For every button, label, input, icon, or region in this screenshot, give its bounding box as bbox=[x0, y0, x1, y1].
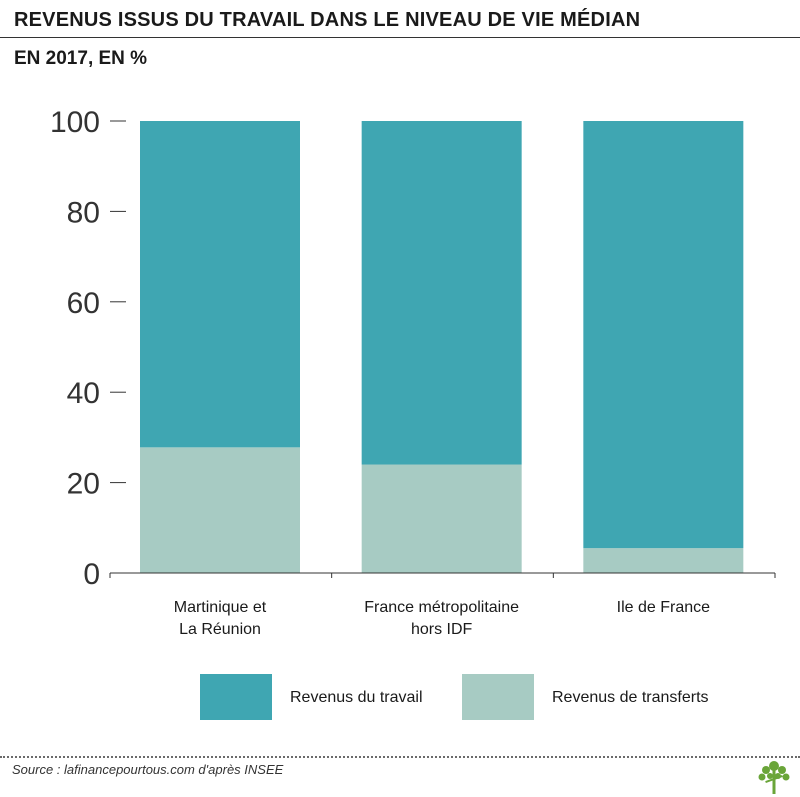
legend-swatch bbox=[462, 674, 534, 720]
bars bbox=[140, 121, 744, 573]
y-axis: 0 20 40 60 80 100 bbox=[50, 106, 126, 591]
legend-swatch bbox=[200, 674, 272, 720]
y-tick-label: 60 bbox=[67, 287, 100, 320]
legend-label: Revenus de transferts bbox=[552, 689, 709, 706]
y-tick-label: 80 bbox=[67, 196, 100, 229]
y-tick-label: 40 bbox=[67, 377, 100, 410]
legend-label: Revenus du travail bbox=[290, 689, 423, 706]
x-axis: Martinique et La Réunion France métropolit… bbox=[109, 572, 776, 638]
source-note: Source : lafinancepourtous.com d'après I… bbox=[12, 762, 284, 777]
tree-logo-icon bbox=[758, 761, 790, 794]
y-tick-label: 100 bbox=[50, 106, 100, 139]
chart-subtitle: EN 2017, EN % bbox=[14, 48, 148, 69]
bar-revenus-travail bbox=[140, 121, 300, 448]
legend: Revenus du travail Revenus de transferts bbox=[200, 674, 709, 720]
y-tick-label: 0 bbox=[83, 558, 100, 591]
bar-chart: 0 20 40 60 80 100 Martinique et La Réunion Fran… bbox=[50, 106, 776, 720]
x-tick-label: Martinique et bbox=[174, 599, 267, 616]
source-divider bbox=[0, 756, 800, 758]
chart-title: REVENUS ISSUS DU TRAVAIL DANS LE NIVEAU … bbox=[14, 9, 641, 31]
x-tick-label: hors IDF bbox=[411, 621, 473, 638]
bar-revenus-travail bbox=[361, 121, 522, 465]
x-tick-label: France métropolitaine bbox=[364, 599, 519, 616]
y-tick-label: 20 bbox=[67, 468, 100, 501]
x-tick-label: La Réunion bbox=[179, 621, 261, 638]
bar-revenus-transferts bbox=[583, 548, 744, 573]
title-divider bbox=[0, 37, 800, 38]
x-tick-label: Ile de France bbox=[617, 599, 710, 616]
bar-revenus-transferts bbox=[140, 447, 300, 573]
bar-revenus-transferts bbox=[361, 464, 522, 573]
bar-revenus-travail bbox=[583, 121, 744, 549]
